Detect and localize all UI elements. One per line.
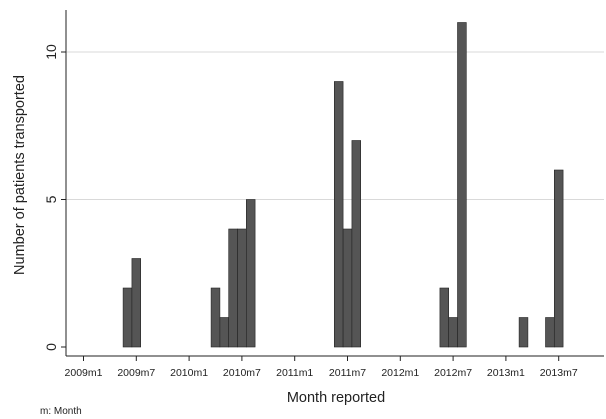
bar (351, 140, 361, 348)
bar (122, 287, 133, 348)
x-tick-label: 2012m1 (381, 367, 419, 379)
x-tick-label: 2009m7 (117, 367, 155, 379)
x-axis-title: Month reported (287, 390, 385, 406)
x-tick-label: 2012m7 (434, 367, 472, 379)
y-axis-title: Number of patients transported (12, 75, 28, 275)
bar (448, 317, 458, 348)
bar (228, 228, 238, 348)
bar (333, 81, 344, 348)
y-tick-label: 5 (43, 195, 59, 203)
bar (131, 258, 141, 348)
x-tick-label: 2011m1 (276, 367, 313, 379)
bar (210, 287, 221, 348)
x-tick-label: 2013m7 (540, 367, 578, 379)
bar (219, 317, 229, 348)
bar (457, 22, 467, 348)
bar (553, 169, 564, 348)
x-tick-label: 2010m7 (223, 367, 261, 379)
bar (246, 199, 256, 348)
x-tick-label: 2011m7 (329, 367, 366, 379)
y-axis-ticks: 0 5 10 (43, 44, 66, 351)
bar (518, 317, 529, 348)
y-tick-label: 10 (43, 44, 59, 60)
x-tick-label: 2010m1 (170, 367, 208, 379)
x-tick-label: 2009m1 (65, 367, 103, 379)
y-tick-label: 0 (43, 343, 59, 351)
bar (237, 228, 247, 348)
bars (122, 22, 564, 348)
bar (439, 287, 449, 348)
x-tick-label: 2013m1 (487, 367, 525, 379)
bar (342, 228, 353, 348)
x-axis-ticks: 2009m1 2009m7 2010m1 2010m7 2011m1 2011m7 2012… (65, 356, 578, 379)
bar (545, 317, 555, 348)
chart-note: m: Month (40, 406, 82, 417)
